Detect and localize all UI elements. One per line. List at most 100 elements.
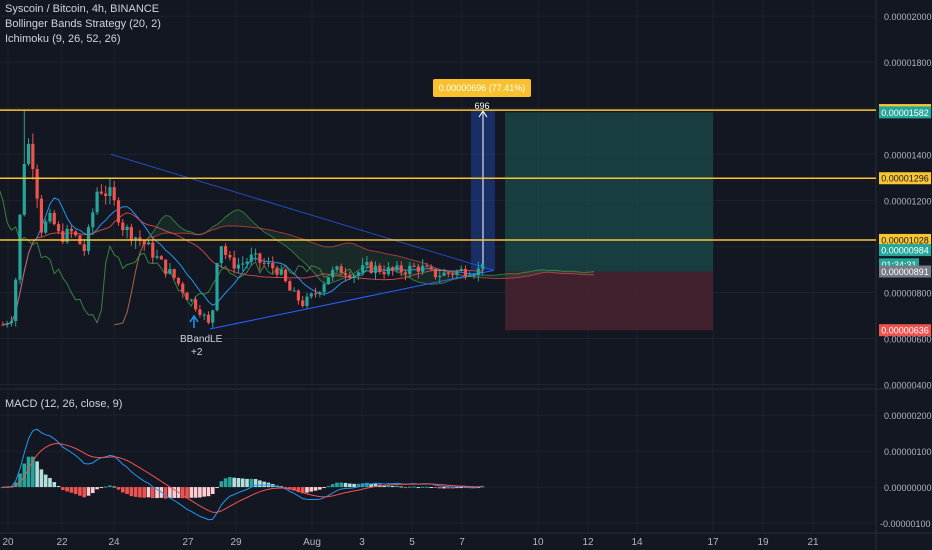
candle-body	[253, 253, 258, 255]
candle-body	[236, 264, 241, 269]
candle-body	[326, 277, 330, 285]
candle-body	[172, 269, 176, 278]
candle-body	[241, 263, 245, 265]
macd-histogram-bar	[116, 487, 121, 490]
candle-body	[361, 265, 365, 273]
macd-histogram-bar	[292, 487, 296, 491]
candle-body	[425, 265, 429, 267]
candle-body	[356, 272, 360, 276]
macd-histogram-bar	[150, 487, 155, 499]
candle-body	[399, 265, 403, 273]
candle-body	[331, 269, 335, 278]
measure-arrowhead	[478, 110, 488, 118]
macd-histogram-bar	[31, 456, 35, 488]
candle-body	[391, 267, 395, 271]
chart-title[interactable]: Syscoin / Bitcoin, 4h, BINANCE	[5, 3, 160, 15]
candle-body	[421, 265, 425, 272]
candle-body	[271, 262, 275, 269]
macd-histogram-bar	[390, 485, 395, 488]
candle-body	[369, 261, 373, 273]
macd-histogram-bar	[343, 482, 348, 488]
y-tick-label: 0.00000600	[884, 334, 932, 344]
macd-histogram-bar	[326, 486, 331, 488]
position-zones	[471, 110, 713, 331]
candle-body	[309, 293, 313, 297]
macd-histogram-bar	[180, 487, 185, 499]
price-tag-label: 01:34:31	[881, 260, 916, 270]
price-tag-bg	[879, 244, 931, 257]
macd-histogram-bar	[172, 487, 176, 498]
candle-body	[219, 246, 223, 264]
candle-body	[185, 292, 189, 300]
signal-line	[2, 442, 483, 513]
macd-y-tick-label: -0.00000100	[880, 519, 931, 529]
candle-body	[472, 275, 476, 277]
macd-legend[interactable]: MACD (12, 26, close, 9)	[5, 398, 123, 410]
macd-histogram-bar	[155, 487, 159, 499]
price-tag-label: 0.00000984	[881, 246, 929, 256]
base-line	[2, 212, 483, 326]
candle-body	[151, 242, 155, 258]
candle-body	[112, 187, 116, 201]
y-tick-label: 0.00001800	[884, 58, 932, 68]
price-tag-bg	[879, 172, 931, 185]
candle-body	[146, 242, 151, 245]
ichimoku-legend[interactable]: Ichimoku (9, 26, 52, 26)	[5, 33, 121, 45]
candle-body	[159, 256, 163, 260]
macd-histogram-bar	[228, 477, 232, 488]
price-tag-bg	[879, 265, 931, 278]
candle-body	[279, 269, 283, 275]
x-tick-label: 3	[359, 537, 365, 548]
macd-histogram-bar	[52, 482, 57, 488]
macd-histogram-bar	[437, 487, 442, 489]
y-tick-label: 0.00002000	[884, 12, 932, 22]
macd-histogram-bar	[245, 478, 249, 488]
macd-histogram-bar	[39, 469, 44, 488]
lagging-span	[0, 189, 372, 324]
macd-histogram-bar	[48, 477, 52, 488]
candle-body	[155, 256, 159, 258]
candle-body	[318, 292, 322, 295]
macd-histogram-bar	[22, 463, 27, 488]
horizontal-levels[interactable]	[0, 109, 876, 241]
candle-body	[378, 265, 382, 273]
candle-body	[228, 254, 232, 258]
x-tick-label: 14	[631, 537, 643, 548]
macd-histogram-bar	[253, 479, 258, 488]
macd-histogram-bar	[125, 487, 129, 494]
bollinger-legend[interactable]: Bollinger Bands Strategy (20, 2)	[5, 18, 161, 30]
macd-histogram-bar	[365, 482, 369, 488]
candle-body	[262, 262, 266, 264]
candle-body	[305, 296, 309, 306]
x-tick-label: 22	[56, 537, 68, 548]
macd-histogram-bar	[108, 485, 112, 488]
price-tag-label: 0.00001028	[881, 235, 929, 245]
candle-body	[416, 266, 420, 272]
macd-histogram-bar	[335, 482, 339, 488]
candle-body	[121, 222, 125, 231]
measure-label: 0.00000696 (77.41%) 696	[433, 79, 531, 111]
candle-body	[382, 272, 386, 275]
macd-histogram-bar	[189, 487, 194, 498]
macd-histogram-bar	[168, 487, 172, 499]
candle-body	[446, 272, 450, 274]
macd-histogram-bar	[313, 487, 318, 491]
macd-y-tick-label: 0.00000000	[884, 483, 932, 493]
macd-histogram-bar	[65, 487, 69, 492]
macd-histogram-bar	[210, 487, 215, 495]
macd-histogram-bar	[369, 483, 374, 488]
target-zone	[505, 112, 713, 272]
macd-histogram-bar	[240, 478, 245, 488]
candle-body	[181, 283, 185, 293]
macd-histogram-bar	[86, 487, 91, 496]
price-tag-bg	[879, 324, 931, 337]
span-b	[114, 225, 594, 326]
macd-histogram-bar	[223, 478, 228, 488]
macd-histogram-bar	[236, 478, 241, 488]
candle-body	[288, 281, 292, 291]
candle-body	[86, 227, 91, 251]
macd-y-tick-label: 0.00000100	[884, 447, 932, 457]
macd-histogram-bar	[283, 487, 288, 489]
macd-histogram-bar	[442, 487, 446, 489]
